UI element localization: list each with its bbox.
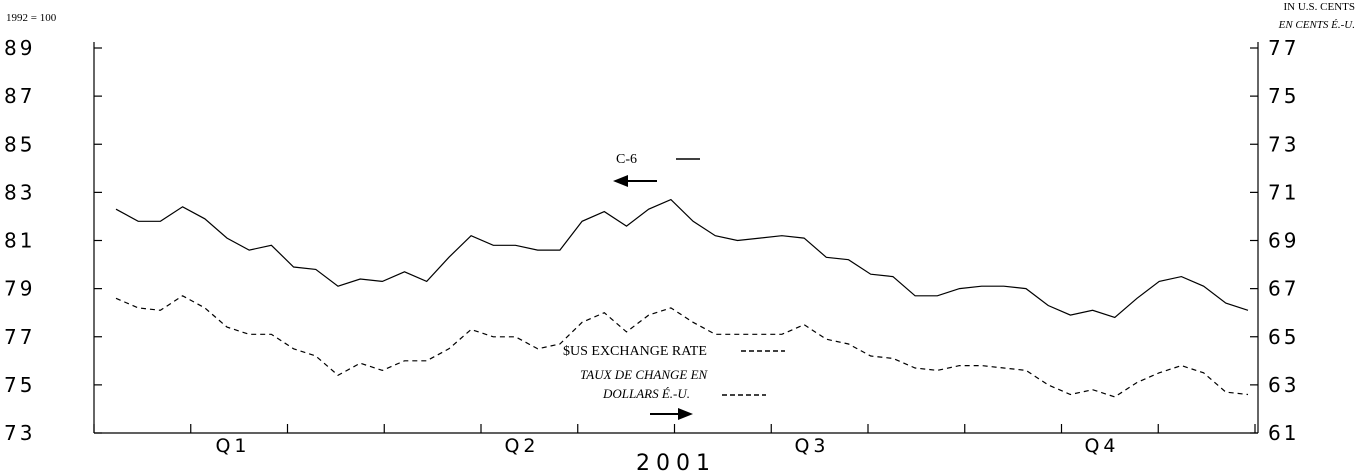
left-tick-label: 85 xyxy=(4,132,35,156)
left-arrow-icon xyxy=(613,175,657,187)
right-tick-label: 65 xyxy=(1268,325,1299,349)
right-tick-label: 67 xyxy=(1268,277,1299,301)
left-tick-label: 87 xyxy=(4,84,35,108)
quarter-label-q4: Q4 xyxy=(1084,435,1119,457)
right-axis-ticks: 77 75 73 71 69 67 65 63 61 xyxy=(1250,36,1299,445)
right-arrow-icon xyxy=(650,408,693,420)
right-tick-label: 77 xyxy=(1268,36,1299,60)
right-tick-label: 75 xyxy=(1268,84,1299,108)
left-tick-label: 81 xyxy=(4,229,35,253)
right-axis-note-1: IN U.S. CENTS xyxy=(1283,1,1355,13)
right-tick-label: 61 xyxy=(1268,421,1299,445)
series-line-c6 xyxy=(115,198,1249,319)
quarter-label-q2: Q2 xyxy=(504,435,539,457)
right-axis-note-2: EN CENTS É.-U. xyxy=(1278,19,1355,31)
left-axis-ticks: 89 87 85 83 81 79 77 75 73 xyxy=(4,36,102,445)
left-axis-note: 1992 = 100 xyxy=(6,12,57,24)
left-tick-label: 79 xyxy=(4,277,35,301)
legend-label-fx-3: DOLLARS É.-U. xyxy=(602,386,690,401)
year-label: 2001 xyxy=(636,451,716,474)
left-tick-label: 89 xyxy=(4,36,35,60)
legend-label-c6: C-6 xyxy=(616,152,637,167)
quarter-label-q1: Q1 xyxy=(215,435,250,457)
left-tick-label: 77 xyxy=(4,325,35,349)
left-tick-label: 83 xyxy=(4,180,35,204)
right-tick-label: 71 xyxy=(1268,180,1299,204)
right-tick-label: 69 xyxy=(1268,229,1299,253)
quarter-label-q3: Q3 xyxy=(794,435,829,457)
right-tick-label: 63 xyxy=(1268,373,1299,397)
series-line-us-exchange-rate xyxy=(115,295,1249,398)
legend-label-fx-2: TAUX DE CHANGE EN xyxy=(580,367,709,382)
left-tick-label: 73 xyxy=(4,421,35,445)
left-tick-label: 75 xyxy=(4,373,35,397)
legend-label-fx-1: $US EXCHANGE RATE xyxy=(563,344,707,359)
right-tick-label: 73 xyxy=(1268,132,1299,156)
x-axis-ticks xyxy=(93,424,1256,433)
